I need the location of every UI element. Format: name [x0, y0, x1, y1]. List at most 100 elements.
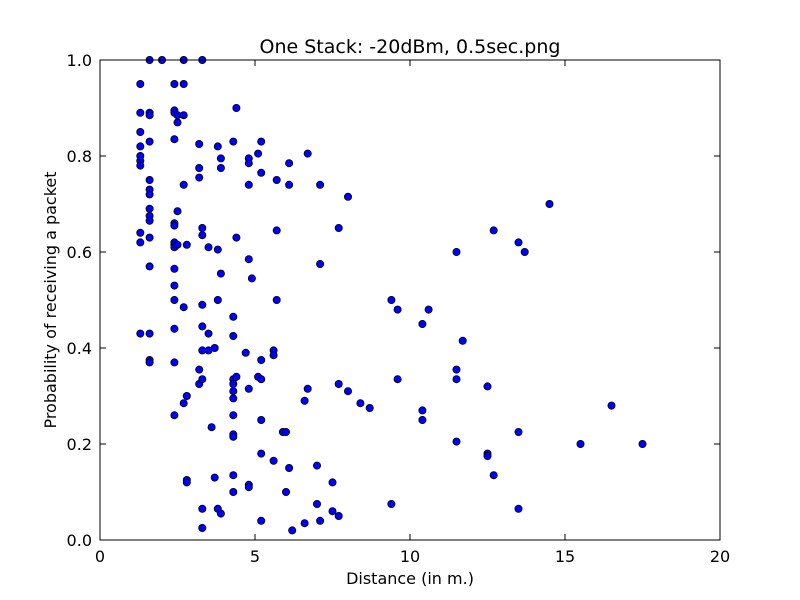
data-point: [136, 161, 145, 170]
data-point: [229, 331, 238, 340]
data-point: [145, 204, 154, 213]
data-point: [195, 163, 204, 172]
data-point: [213, 295, 222, 304]
data-point: [303, 384, 312, 393]
data-point: [514, 238, 523, 247]
data-point: [179, 111, 188, 120]
data-point: [216, 163, 225, 172]
data-point: [393, 305, 402, 314]
data-point: [316, 259, 325, 268]
data-point: [229, 471, 238, 480]
data-point: [213, 245, 222, 254]
data-point: [244, 384, 253, 393]
data-point: [257, 516, 266, 525]
x-axis-title: Distance (in m.): [346, 569, 474, 588]
data-point: [182, 240, 191, 249]
data-point: [424, 305, 433, 314]
data-point: [247, 274, 256, 283]
data-point: [356, 399, 365, 408]
data-point: [285, 463, 294, 472]
data-point: [145, 190, 154, 199]
data-point: [244, 180, 253, 189]
data-point: [452, 247, 461, 256]
data-point: [173, 240, 182, 249]
data-point: [257, 415, 266, 424]
data-point: [145, 137, 154, 146]
data-point: [198, 375, 207, 384]
chart-title: One Stack: -20dBm, 0.5sec.png: [260, 36, 561, 58]
data-point: [312, 461, 321, 470]
data-point: [170, 281, 179, 290]
data-point: [145, 262, 154, 271]
data-point: [179, 303, 188, 312]
data-point: [418, 406, 427, 415]
x-tick-label: 20: [710, 547, 730, 566]
data-point: [136, 127, 145, 136]
y-tick-label: 1.0: [67, 51, 92, 70]
data-point: [198, 300, 207, 309]
data-point: [170, 264, 179, 273]
data-point: [387, 499, 396, 508]
data-point: [198, 322, 207, 331]
x-tick-label: 0: [95, 547, 105, 566]
data-point: [281, 487, 290, 496]
data-point: [244, 483, 253, 492]
data-point: [281, 427, 290, 436]
data-point: [257, 449, 266, 458]
data-point: [452, 375, 461, 384]
data-point: [136, 329, 145, 338]
data-point: [272, 175, 281, 184]
data-point: [210, 343, 219, 352]
data-point: [229, 387, 238, 396]
data-point: [170, 135, 179, 144]
data-point: [328, 478, 337, 487]
data-point: [173, 207, 182, 216]
data-point: [136, 238, 145, 247]
data-point: [229, 432, 238, 441]
data-point: [198, 231, 207, 240]
data-point: [136, 228, 145, 237]
data-point: [269, 456, 278, 465]
data-point: [288, 526, 297, 535]
data-point: [244, 159, 253, 168]
y-axis-title: Probability of receiving a packet: [41, 171, 60, 428]
x-tick-label: 15: [555, 547, 575, 566]
data-point: [170, 358, 179, 367]
data-point: [257, 355, 266, 364]
plot-frame: [99, 59, 721, 541]
data-point: [207, 423, 216, 432]
data-point: [145, 175, 154, 184]
data-point: [170, 324, 179, 333]
data-point: [229, 487, 238, 496]
data-point: [213, 142, 222, 151]
data-point: [145, 329, 154, 338]
data-point: [204, 243, 213, 252]
data-point: [387, 295, 396, 304]
data-point: [272, 226, 281, 235]
data-point: [170, 295, 179, 304]
data-point: [216, 269, 225, 278]
data-point: [179, 399, 188, 408]
data-point: [136, 80, 145, 89]
data-point: [483, 451, 492, 460]
data-point: [393, 375, 402, 384]
data-point: [136, 108, 145, 117]
data-point: [483, 382, 492, 391]
y-tick-label: 0.8: [67, 147, 92, 166]
data-point: [576, 439, 585, 448]
data-point: [285, 159, 294, 168]
data-point: [365, 403, 374, 412]
y-tick-label: 0.2: [67, 435, 92, 454]
data-point: [269, 351, 278, 360]
y-tick-label: 0.4: [67, 339, 92, 358]
data-point: [204, 329, 213, 338]
data-point: [257, 137, 266, 146]
data-point: [216, 154, 225, 163]
data-point: [145, 233, 154, 242]
data-point: [328, 507, 337, 516]
data-point: [514, 504, 523, 513]
data-point: [343, 387, 352, 396]
data-point: [229, 137, 238, 146]
data-point: [312, 499, 321, 508]
data-point: [285, 180, 294, 189]
